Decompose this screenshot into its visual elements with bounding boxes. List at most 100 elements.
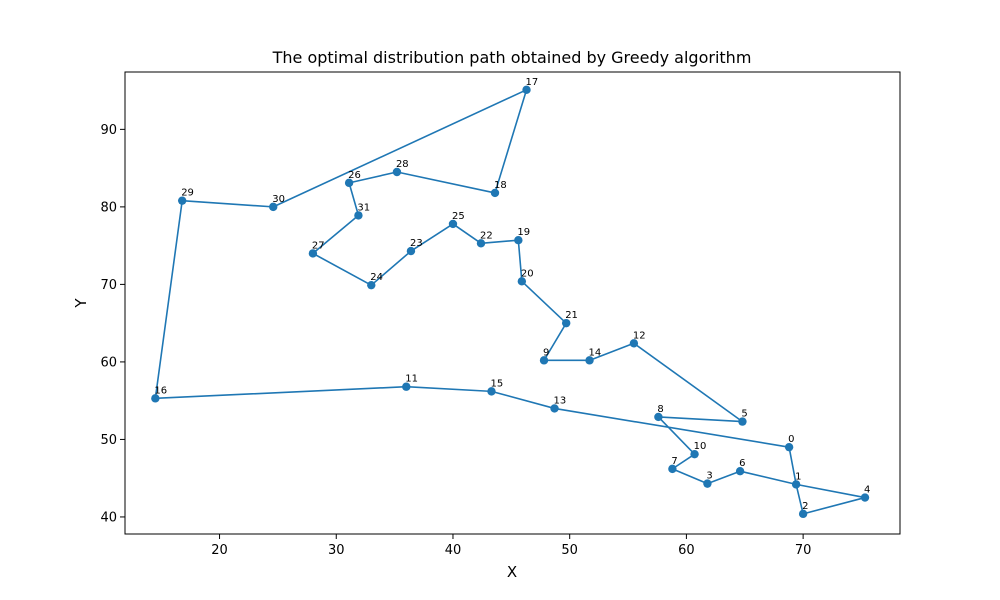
node-label-29: 29 (181, 188, 194, 199)
node-marker-19 (514, 236, 523, 245)
node-label-23: 23 (410, 238, 423, 249)
node-label-16: 16 (154, 385, 167, 396)
route-segment (312, 214, 360, 255)
node-marker-9 (539, 356, 549, 365)
node-marker-6 (735, 467, 745, 476)
y-tick-label: 50 (100, 433, 117, 448)
node-marker-11 (402, 382, 411, 391)
node-label-14: 14 (589, 347, 602, 358)
route-segment (588, 342, 635, 362)
route-segment (671, 468, 709, 485)
route-segment (272, 89, 528, 208)
node-label-28: 28 (396, 159, 409, 170)
node-label-3: 3 (706, 471, 712, 482)
route-segment (739, 470, 797, 486)
node-marker-20 (517, 277, 527, 286)
node-marker-30 (269, 202, 278, 212)
y-tick-label: 40 (100, 510, 117, 525)
node-marker-5 (738, 417, 747, 426)
node-marker-4 (860, 493, 870, 502)
x-tick-label: 20 (211, 543, 228, 558)
route-segment (396, 171, 496, 194)
node-marker-13 (550, 404, 559, 413)
x-tick-label: 70 (795, 543, 812, 558)
route-segment (706, 470, 741, 485)
route-segment (452, 223, 482, 245)
node-label-5: 5 (741, 409, 747, 420)
route-segment (348, 182, 360, 217)
route-layer (154, 89, 866, 515)
node-label-20: 20 (521, 268, 534, 279)
route-segment (494, 89, 528, 194)
route-segment (633, 342, 744, 423)
node-marker-14 (585, 356, 594, 365)
node-label-7: 7 (671, 456, 677, 467)
node-label-25: 25 (452, 211, 465, 222)
node-marker-24 (367, 280, 376, 290)
x-axis-label: X (507, 563, 517, 581)
node-marker-8 (654, 412, 663, 422)
node-marker-15 (487, 387, 496, 396)
node-marker-17 (522, 85, 531, 95)
node-label-19: 19 (517, 227, 530, 238)
route-segment (521, 280, 567, 324)
x-tick-label: 30 (328, 543, 345, 558)
node-marker-22 (476, 239, 486, 248)
node-label-15: 15 (490, 378, 503, 389)
node-label-2: 2 (802, 501, 808, 512)
node-label-24: 24 (370, 272, 383, 283)
x-tick-label: 50 (561, 543, 578, 558)
node-marker-21 (561, 318, 571, 328)
node-marker-28 (392, 167, 402, 177)
node-label-11: 11 (405, 374, 418, 385)
y-ticks: 40 50 60 70 80 90 (100, 123, 125, 525)
node-marker-12 (629, 339, 639, 348)
node-label-27: 27 (312, 240, 325, 251)
node-label-17: 17 (526, 77, 539, 88)
node-marker-18 (490, 188, 500, 198)
chart-title: The optimal distribution path obtained b… (272, 48, 752, 67)
y-tick-label: 90 (100, 123, 117, 138)
route-segment (154, 199, 183, 400)
route-segment (410, 223, 454, 252)
route-segment (348, 171, 398, 184)
route-segment (795, 483, 866, 499)
node-label-26: 26 (348, 170, 361, 181)
node-marker-25 (448, 219, 458, 229)
node-label-18: 18 (494, 180, 507, 191)
route-segment (370, 250, 412, 286)
route-segment (657, 416, 744, 423)
node-label-21: 21 (565, 310, 578, 321)
node-label-4: 4 (864, 485, 870, 496)
route-segment (553, 407, 790, 448)
route-segment (657, 416, 696, 455)
node-marker-0 (784, 442, 794, 452)
node-label-6: 6 (739, 458, 745, 469)
node-marker-3 (703, 479, 712, 488)
node-label-9: 9 (543, 347, 549, 358)
x-tick-label: 40 (445, 543, 462, 558)
y-tick-label: 70 (100, 278, 117, 293)
route-segment (517, 239, 523, 283)
node-marker-2 (798, 509, 808, 519)
node-marker-16 (151, 394, 160, 403)
route-segment (802, 496, 866, 515)
route-segment (795, 483, 804, 515)
node-marker-31 (354, 211, 363, 220)
x-tick-label: 60 (678, 543, 695, 558)
nodes-layer (151, 85, 870, 519)
node-marker-29 (177, 196, 187, 205)
plot-frame (124, 71, 901, 535)
node-marker-1 (791, 480, 801, 489)
y-tick-label: 60 (100, 355, 117, 370)
y-axis-label: Y (72, 298, 90, 309)
node-label-8: 8 (657, 404, 663, 415)
y-tick-label: 80 (100, 200, 117, 215)
node-label-10: 10 (694, 441, 707, 452)
route-segment (788, 446, 797, 486)
route-segment (405, 385, 493, 393)
route-segment (490, 390, 556, 410)
route-segment (671, 453, 696, 470)
